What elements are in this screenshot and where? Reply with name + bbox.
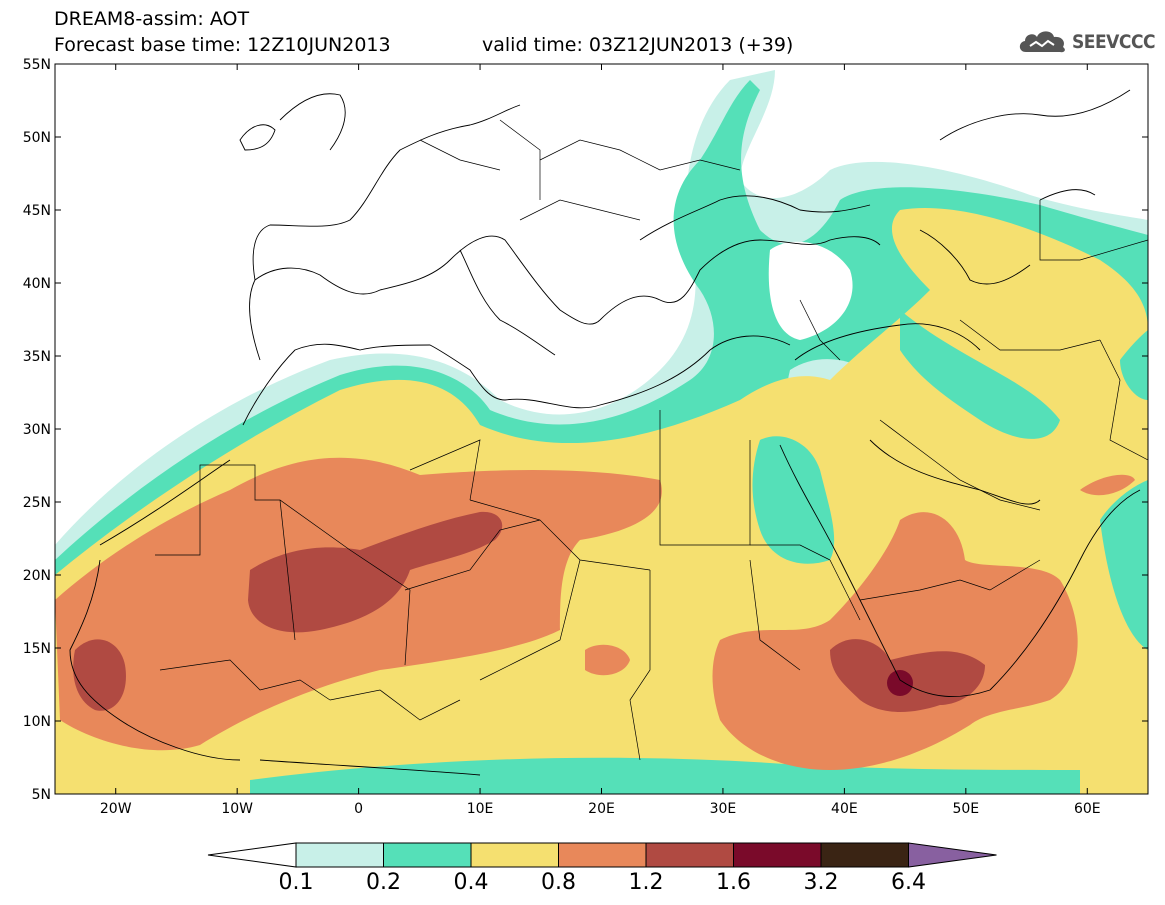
- latitude-axis: 55N 50N 45N 40N 35N 30N 25N 20N 15N 10N 5N: [23, 57, 1148, 803]
- cloud-logo-icon: [1019, 31, 1065, 53]
- lat-tick-label: 40N: [23, 276, 51, 292]
- lat-tick-label: 10N: [23, 714, 51, 730]
- forecast-base-time: Forecast base time: 12Z10JUN2013: [54, 34, 391, 56]
- lat-tick-label: 25N: [23, 495, 51, 511]
- colorbar: [207, 842, 997, 868]
- colorbar-label: 1.2: [628, 870, 664, 895]
- aot-field: [55, 70, 1148, 794]
- colorbar-label: 0.1: [278, 870, 314, 895]
- colorbar-segment: [295, 842, 384, 868]
- aot-green-patch-arabian-sea: [1100, 480, 1148, 650]
- aot-green-patch-south: [250, 757, 1080, 794]
- chart-title: DREAM8-assim: AOT: [54, 8, 250, 30]
- colorbar-label: 1.6: [716, 870, 751, 895]
- lon-tick-label: 60E: [1074, 801, 1101, 817]
- lat-tick-label: 30N: [23, 422, 51, 438]
- colorbar-segment: [383, 842, 472, 868]
- lat-tick-label: 5N: [32, 787, 51, 803]
- lat-tick-label: 55N: [23, 57, 51, 73]
- lon-tick-label: 10W: [221, 801, 253, 817]
- lon-tick-label: 40E: [831, 801, 858, 817]
- colorbar-segment: [733, 842, 822, 868]
- borders: [155, 119, 1148, 761]
- lat-tick-label: 45N: [23, 203, 51, 219]
- aot-clear-region-east-med: [768, 241, 853, 340]
- aot-contour-1.6: [887, 670, 913, 696]
- lat-tick-label: 15N: [23, 641, 51, 657]
- lon-tick-label: 20W: [100, 801, 132, 817]
- colorbar-low-extend: [207, 842, 297, 868]
- aot-green-patch-iran: [900, 310, 1060, 439]
- longitude-axis: 20W 10W 0 10E 20E 30E 40E 50E 60E: [100, 64, 1101, 817]
- lon-tick-label: 0: [354, 801, 363, 817]
- seevccc-logo: SEEVCCC: [1016, 26, 1156, 56]
- aot-contour-1.2-west: [73, 639, 126, 711]
- lon-tick-label: 30E: [710, 801, 737, 817]
- aot-green-patch-red-sea: [752, 436, 835, 564]
- colorbar-segment: [470, 842, 559, 868]
- aot-contour-1.2-sahara: [248, 511, 503, 633]
- coastlines: [69, 89, 1141, 776]
- logo-text: SEEVCCC: [1072, 31, 1156, 53]
- colorbar-label: 0.4: [453, 870, 489, 895]
- colorbar-label: 3.2: [803, 870, 839, 895]
- aot-patch-horn: [712, 512, 1078, 770]
- colorbar-label: 0.8: [541, 870, 576, 895]
- lon-tick-label: 20E: [588, 801, 615, 817]
- aot-green-patch-caspian-east: [1120, 330, 1148, 400]
- valid-time: valid time: 03Z12JUN2013 (+39): [482, 34, 794, 56]
- colorbar-label: 0.2: [366, 870, 401, 895]
- lat-tick-label: 50N: [23, 130, 51, 146]
- colorbar-high-extend: [908, 842, 997, 868]
- colorbar-label: 6.4: [891, 870, 926, 895]
- lat-tick-label: 20N: [23, 568, 51, 584]
- aot-patch-gulf: [1080, 474, 1135, 496]
- colorbar-segment: [558, 842, 647, 868]
- lat-tick-label: 35N: [23, 349, 51, 365]
- lon-tick-label: 10E: [467, 801, 494, 817]
- aot-patch-sahel: [585, 644, 630, 676]
- lon-tick-label: 50E: [952, 801, 979, 817]
- colorbar-segment: [820, 842, 909, 868]
- colorbar-segment: [645, 842, 734, 868]
